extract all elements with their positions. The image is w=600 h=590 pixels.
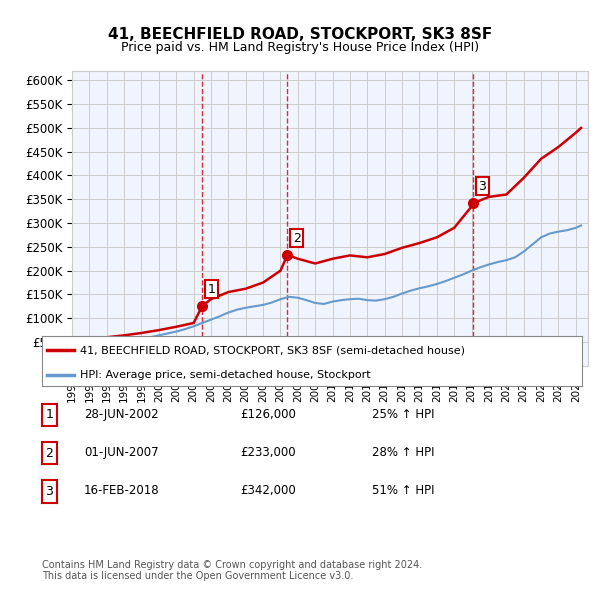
Text: 28% ↑ HPI: 28% ↑ HPI: [372, 446, 434, 459]
Text: Price paid vs. HM Land Registry's House Price Index (HPI): Price paid vs. HM Land Registry's House …: [121, 41, 479, 54]
Text: 25% ↑ HPI: 25% ↑ HPI: [372, 408, 434, 421]
Text: 2: 2: [293, 232, 301, 245]
Text: 01-JUN-2007: 01-JUN-2007: [84, 446, 158, 459]
Text: 41, BEECHFIELD ROAD, STOCKPORT, SK3 8SF (semi-detached house): 41, BEECHFIELD ROAD, STOCKPORT, SK3 8SF …: [80, 345, 465, 355]
Text: 41, BEECHFIELD ROAD, STOCKPORT, SK3 8SF: 41, BEECHFIELD ROAD, STOCKPORT, SK3 8SF: [108, 27, 492, 41]
Text: 51% ↑ HPI: 51% ↑ HPI: [372, 484, 434, 497]
Text: £126,000: £126,000: [240, 408, 296, 421]
Text: 2: 2: [46, 447, 53, 460]
Text: Contains HM Land Registry data © Crown copyright and database right 2024.
This d: Contains HM Land Registry data © Crown c…: [42, 559, 422, 581]
Text: 16-FEB-2018: 16-FEB-2018: [84, 484, 160, 497]
Text: 1: 1: [208, 283, 215, 296]
Text: HPI: Average price, semi-detached house, Stockport: HPI: Average price, semi-detached house,…: [80, 371, 370, 381]
Text: 1: 1: [46, 408, 53, 421]
Text: 3: 3: [479, 180, 487, 193]
Text: 3: 3: [46, 485, 53, 498]
Text: £342,000: £342,000: [240, 484, 296, 497]
Text: £233,000: £233,000: [240, 446, 296, 459]
Text: 28-JUN-2002: 28-JUN-2002: [84, 408, 158, 421]
